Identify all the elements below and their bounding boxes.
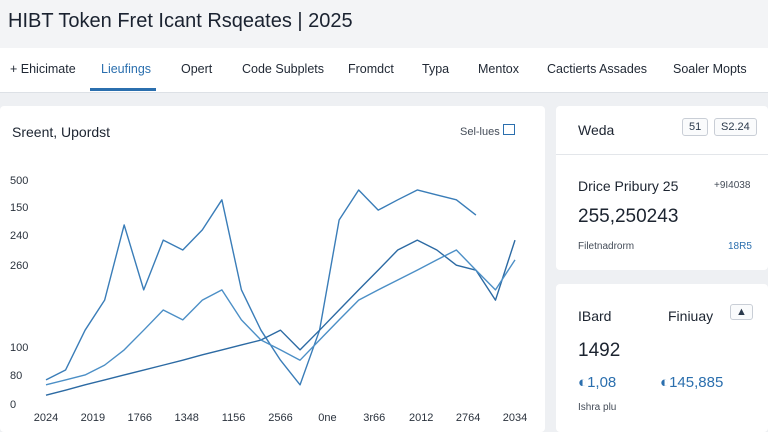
- nav-tab[interactable]: Cactierts Assades: [547, 62, 648, 76]
- nav-bar: + Ehicimate Lieufings Opert Code Subplet…: [0, 48, 768, 123]
- x-tick-label: 2034: [503, 412, 527, 424]
- card-stat: ◐1,08: [578, 374, 617, 391]
- x-tick-label: 2019: [81, 412, 105, 424]
- series-button-label: Sel-lues: [460, 126, 500, 138]
- x-tick-label: 0ne: [318, 412, 336, 424]
- divider: [556, 154, 768, 155]
- nav-tab[interactable]: Fromdct: [348, 62, 394, 76]
- card-footer-value: 18R5: [728, 241, 752, 252]
- x-tick-label: 1156: [222, 412, 246, 424]
- card-change: +9I4038: [714, 180, 751, 191]
- card-icon-button[interactable]: ▲: [730, 304, 753, 320]
- card-footer: Ishra plu: [578, 402, 617, 413]
- y-tick-label: 500: [10, 175, 28, 187]
- card-stat: ◐145,885: [660, 374, 724, 391]
- panel-title: Sreent, Upordst: [12, 124, 111, 140]
- x-tick-label: 2024: [34, 412, 58, 424]
- card-button[interactable]: 51: [682, 118, 709, 136]
- header: HIBT Token Fret Icant Rsqeates | 2025: [0, 0, 768, 48]
- nav-tab[interactable]: + Ehicimate: [10, 62, 76, 76]
- nav-tab[interactable]: Lieufings: [101, 62, 152, 76]
- y-tick-label: 240: [10, 230, 28, 242]
- card-value: 255,250243: [578, 206, 679, 227]
- y-tick-label: 80: [10, 370, 22, 382]
- data-line: [45, 249, 516, 386]
- x-tick-label: 2764: [456, 412, 480, 424]
- data-line: [45, 189, 477, 386]
- line-chart: 0 80 100 260 240 150 500 2024 2019 1766 1348 1156 25…: [10, 175, 527, 424]
- x-tick-label: 2566: [268, 412, 292, 424]
- card-button[interactable]: S2.24: [714, 118, 757, 136]
- x-tick-label: 1766: [128, 412, 152, 424]
- data-line: [45, 239, 516, 396]
- nav-tab[interactable]: Code Subplets: [242, 62, 325, 76]
- stat-value: 145,885: [669, 374, 724, 391]
- stat-value: 1,08: [587, 374, 617, 391]
- nav-tab[interactable]: Mentox: [478, 62, 519, 76]
- x-tick-label: 2012: [409, 412, 433, 424]
- card-footer: Filetnadrorm: [578, 241, 635, 252]
- nav-tab[interactable]: Opert: [181, 62, 213, 76]
- card: IBard Finiuay ▲ 1492 ◐1,08 ◐145,885 Ishr…: [556, 284, 768, 432]
- y-tick-label: 260: [10, 260, 28, 272]
- nav-tab[interactable]: Soaler Mopts: [673, 62, 747, 76]
- card-label: Drice Pribury 25: [578, 178, 679, 194]
- button-icon: [502, 124, 515, 135]
- active-tab-indicator: [90, 88, 156, 91]
- card-value: 1492: [578, 340, 621, 361]
- x-tick-label: 3r66: [363, 412, 385, 424]
- card-subtitle: Finiuay: [668, 308, 714, 324]
- card-title: Weda: [578, 122, 615, 138]
- nav-tab[interactable]: Typa: [422, 62, 450, 76]
- y-tick-label: 0: [10, 399, 16, 411]
- chart-panel: Sreent, Upordst Sel-lues: [0, 106, 545, 432]
- card-title: IBard: [578, 308, 612, 324]
- y-tick-label: 100: [10, 342, 28, 354]
- series-button[interactable]: Sel-lues: [460, 124, 515, 138]
- card: Weda 51 S2.24 Drice Pribury 25 +9I4038 2…: [556, 106, 768, 270]
- page-title: HIBT Token Fret Icant Rsqeates | 2025: [8, 10, 353, 32]
- y-tick-label: 150: [10, 202, 28, 214]
- x-tick-label: 1348: [174, 412, 198, 424]
